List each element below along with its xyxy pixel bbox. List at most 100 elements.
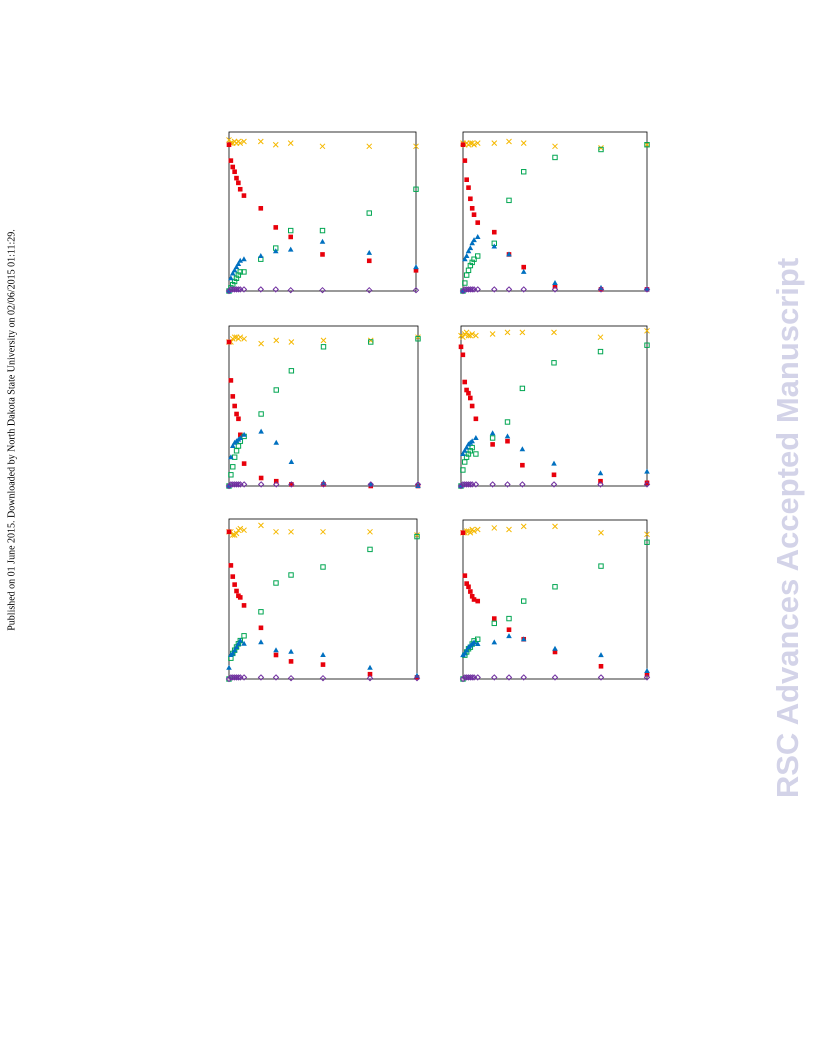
data-point	[235, 640, 242, 646]
data-point	[287, 674, 295, 682]
data-point	[272, 286, 279, 293]
data-point	[506, 138, 512, 145]
data-point	[320, 344, 327, 350]
data-point	[241, 431, 247, 437]
data-point	[234, 588, 239, 594]
data-point	[230, 464, 236, 470]
data-point	[550, 481, 558, 488]
data-point	[491, 525, 498, 531]
data-point	[229, 443, 236, 448]
data-point	[414, 481, 422, 488]
data-point	[473, 435, 479, 440]
data-point	[272, 674, 280, 681]
data-point	[598, 529, 604, 536]
data-point	[366, 674, 374, 682]
data-point	[320, 337, 327, 344]
data-point	[237, 637, 244, 643]
data-point	[228, 454, 234, 460]
plot-frame	[228, 131, 417, 292]
data-point	[506, 633, 512, 639]
data-point	[232, 169, 237, 175]
data-point	[469, 206, 475, 211]
data-point	[491, 620, 497, 627]
data-point	[226, 339, 232, 345]
data-point	[414, 533, 420, 540]
data-point	[643, 481, 651, 488]
data-point	[465, 332, 472, 339]
data-point	[463, 647, 470, 653]
data-point	[552, 154, 558, 161]
data-point	[460, 467, 466, 473]
data-point	[273, 439, 280, 445]
data-point	[597, 470, 604, 476]
data-point	[320, 528, 326, 535]
data-point	[491, 229, 497, 235]
data-point	[237, 140, 244, 146]
data-point	[471, 256, 477, 262]
data-point	[228, 563, 234, 568]
data-point	[241, 633, 247, 639]
data-point	[469, 444, 475, 451]
data-point	[520, 286, 527, 293]
data-point	[287, 286, 294, 294]
data-point	[644, 531, 650, 538]
data-point	[235, 674, 242, 681]
data-point	[598, 146, 604, 153]
data-point	[320, 564, 326, 570]
data-point	[366, 249, 373, 255]
data-point	[468, 589, 473, 594]
data-point	[412, 286, 420, 294]
data-point	[230, 574, 236, 579]
data-point	[226, 142, 232, 148]
data-point	[504, 419, 511, 425]
data-point	[241, 527, 247, 534]
data-point	[319, 674, 327, 682]
data-point	[238, 432, 243, 438]
plot-frame	[460, 325, 648, 487]
data-point	[471, 597, 477, 602]
data-point	[258, 625, 264, 631]
data-point	[466, 584, 471, 590]
data-point	[233, 264, 240, 270]
data-point	[241, 335, 247, 342]
data-point	[288, 368, 295, 374]
data-point	[413, 268, 419, 273]
data-point	[228, 275, 234, 281]
data-point	[368, 339, 374, 345]
data-point	[413, 143, 419, 150]
data-point	[366, 286, 373, 294]
data-point	[257, 253, 264, 259]
data-point	[240, 481, 248, 488]
data-point	[644, 480, 650, 486]
data-point	[464, 387, 469, 393]
data-point	[226, 664, 232, 670]
data-point	[273, 528, 279, 535]
data-point	[469, 594, 475, 599]
data-point	[413, 674, 421, 682]
data-point	[258, 522, 264, 529]
data-point	[228, 158, 234, 163]
data-point	[520, 462, 525, 468]
data-point	[288, 648, 294, 654]
data-point	[461, 447, 468, 453]
data-point	[521, 264, 527, 270]
data-point	[475, 253, 481, 259]
data-point	[273, 652, 279, 658]
data-point	[320, 662, 326, 667]
data-point	[367, 671, 373, 677]
data-point	[467, 245, 474, 251]
data-point	[231, 334, 238, 341]
data-point	[235, 260, 242, 266]
data-point	[597, 348, 604, 355]
data-point	[644, 539, 650, 545]
data-point	[460, 142, 466, 148]
data-point	[273, 481, 280, 488]
data-point	[258, 609, 264, 615]
data-point	[414, 532, 420, 538]
data-point	[463, 444, 470, 450]
data-point	[467, 140, 474, 146]
data-point	[258, 475, 264, 481]
plot-frame	[228, 518, 418, 680]
data-point	[597, 334, 604, 341]
